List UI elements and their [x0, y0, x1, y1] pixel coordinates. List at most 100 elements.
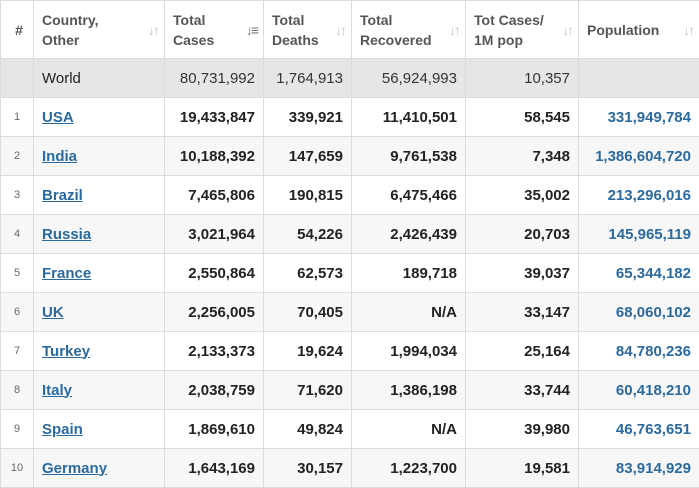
row-index-cell: 8: [0, 370, 34, 410]
country-link[interactable]: India: [42, 147, 78, 165]
header-country[interactable]: Country, Other ↓↑: [33, 0, 165, 59]
row-index-cell: 10: [0, 448, 34, 488]
table-row: 2 India 10,188,392 147,659 9,761,538 7,348 1,3…: [0, 136, 699, 176]
sort-desc-icon[interactable]: ↓≡: [245, 21, 259, 38]
tot-cases-1m-cell: 35,002: [465, 175, 579, 215]
total-cases-cell: 3,021,964: [164, 214, 264, 254]
header-population-label: Population: [587, 21, 660, 38]
population-cell: 145,965,119: [578, 214, 699, 254]
row-index-cell: 5: [0, 253, 34, 293]
world-total-deaths-cell: 1,764,913: [263, 58, 352, 98]
total-cases-cell: 1,643,169: [164, 448, 264, 488]
country-link[interactable]: Spain: [42, 420, 83, 438]
country-cell: Germany: [33, 448, 165, 488]
total-deaths-cell: 62,573: [263, 253, 352, 293]
country-cell: Spain: [33, 409, 165, 449]
sort-arrows-icon[interactable]: ↓↑: [148, 21, 160, 38]
country-cell: USA: [33, 97, 165, 137]
header-total-cases[interactable]: Total Cases ↓≡: [164, 0, 264, 59]
total-deaths-cell: 54,226: [263, 214, 352, 254]
row-index-cell: 7: [0, 331, 34, 371]
population-cell: 65,344,182: [578, 253, 699, 293]
total-cases-cell: 2,038,759: [164, 370, 264, 410]
tot-cases-1m-cell: 33,744: [465, 370, 579, 410]
total-recovered-cell: N/A: [351, 292, 466, 332]
country-cell: Turkey: [33, 331, 165, 371]
table-row: 1 USA 19,433,847 339,921 11,410,501 58,545 331…: [0, 97, 699, 137]
sort-arrows-icon[interactable]: ↓↑: [562, 21, 574, 38]
country-link[interactable]: USA: [42, 108, 74, 126]
total-deaths-cell: 190,815: [263, 175, 352, 215]
population-cell: 60,418,210: [578, 370, 699, 410]
country-link[interactable]: Germany: [42, 459, 108, 477]
header-population[interactable]: Population ↓↑: [578, 0, 699, 59]
header-total-recovered-line1: Total: [360, 11, 393, 28]
world-total-recovered-cell: 56,924,993: [351, 58, 466, 98]
total-recovered-cell: 1,994,034: [351, 331, 466, 371]
row-index-cell: 6: [0, 292, 34, 332]
world-row: World 80,731,992 1,764,913 56,924,993 10…: [0, 58, 699, 98]
total-cases-cell: 19,433,847: [164, 97, 264, 137]
country-cell: France: [33, 253, 165, 293]
world-population-cell: [578, 58, 699, 98]
country-link[interactable]: Brazil: [42, 186, 83, 204]
header-index: #: [0, 0, 34, 59]
total-recovered-cell: 1,223,700: [351, 448, 466, 488]
header-total-deaths[interactable]: Total Deaths ↓↑: [263, 0, 352, 59]
header-row: # Country, Other ↓↑ Total Cases ↓≡ Total…: [0, 0, 699, 59]
country-cell: Italy: [33, 370, 165, 410]
tot-cases-1m-cell: 7,348: [465, 136, 579, 176]
table-row: 4 Russia 3,021,964 54,226 2,426,439 20,703 145…: [0, 214, 699, 254]
table-row: 9 Spain 1,869,610 49,824 N/A 39,980 46,763,651: [0, 409, 699, 449]
total-deaths-cell: 70,405: [263, 292, 352, 332]
country-cell: Brazil: [33, 175, 165, 215]
header-total-recovered[interactable]: Total Recovered ↓↑: [351, 0, 466, 59]
total-cases-cell: 2,256,005: [164, 292, 264, 332]
total-recovered-cell: 1,386,198: [351, 370, 466, 410]
total-recovered-cell: 189,718: [351, 253, 466, 293]
total-deaths-cell: 30,157: [263, 448, 352, 488]
table-row: 10 Germany 1,643,169 30,157 1,223,700 19,581 8…: [0, 448, 699, 488]
total-recovered-cell: N/A: [351, 409, 466, 449]
total-recovered-cell: 6,475,466: [351, 175, 466, 215]
country-link[interactable]: Turkey: [42, 342, 91, 360]
header-total-cases-line1: Total: [173, 11, 206, 28]
header-tot-cases-line2: 1M pop: [474, 31, 523, 48]
row-index-cell: 2: [0, 136, 34, 176]
country-cell: Russia: [33, 214, 165, 254]
total-recovered-cell: 2,426,439: [351, 214, 466, 254]
world-total-cases-cell: 80,731,992: [164, 58, 264, 98]
tot-cases-1m-cell: 58,545: [465, 97, 579, 137]
tot-cases-1m-cell: 19,581: [465, 448, 579, 488]
total-cases-cell: 2,133,373: [164, 331, 264, 371]
country-link[interactable]: France: [42, 264, 92, 282]
table-row: 6 UK 2,256,005 70,405 N/A 33,147 68,060,102: [0, 292, 699, 332]
total-cases-cell: 2,550,864: [164, 253, 264, 293]
population-cell: 1,386,604,720: [578, 136, 699, 176]
sort-arrows-icon[interactable]: ↓↑: [683, 21, 695, 38]
country-link[interactable]: Russia: [42, 225, 92, 243]
population-cell: 68,060,102: [578, 292, 699, 332]
total-deaths-cell: 19,624: [263, 331, 352, 371]
country-link[interactable]: UK: [42, 303, 64, 321]
row-index-cell: 4: [0, 214, 34, 254]
header-tot-cases-per-million[interactable]: Tot Cases/ 1M pop ↓↑: [465, 0, 579, 59]
table-row: 5 France 2,550,864 62,573 189,718 39,037 65,34…: [0, 253, 699, 293]
tot-cases-1m-cell: 39,037: [465, 253, 579, 293]
total-deaths-cell: 147,659: [263, 136, 352, 176]
total-cases-cell: 1,869,610: [164, 409, 264, 449]
country-link[interactable]: Italy: [42, 381, 73, 399]
population-cell: 331,949,784: [578, 97, 699, 137]
tot-cases-1m-cell: 39,980: [465, 409, 579, 449]
header-country-line2: Other: [42, 31, 80, 48]
country-cell: UK: [33, 292, 165, 332]
table-row: 8 Italy 2,038,759 71,620 1,386,198 33,744 60,4…: [0, 370, 699, 410]
header-total-deaths-line1: Total: [272, 11, 305, 28]
row-index-cell: 1: [0, 97, 34, 137]
world-country-cell: World: [33, 58, 165, 98]
sort-arrows-icon[interactable]: ↓↑: [449, 21, 461, 38]
sort-arrows-icon[interactable]: ↓↑: [335, 21, 347, 38]
total-recovered-cell: 9,761,538: [351, 136, 466, 176]
row-index-cell: 9: [0, 409, 34, 449]
